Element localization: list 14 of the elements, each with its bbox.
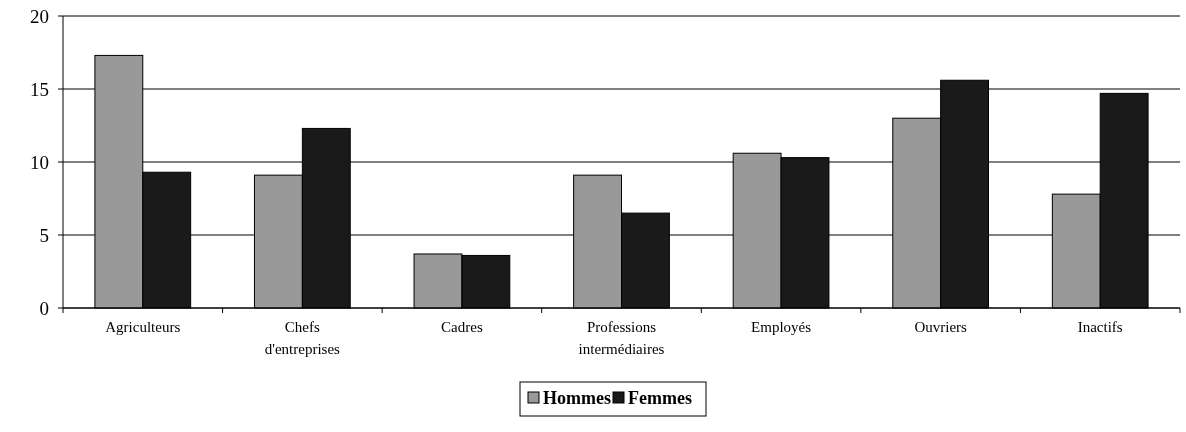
y-tick-label: 20 bbox=[30, 5, 49, 27]
legend-label: Hommes bbox=[543, 388, 611, 409]
y-tick-label: 15 bbox=[30, 78, 49, 100]
legend-label: Femmes bbox=[628, 388, 692, 409]
x-tick-label: Employés bbox=[751, 319, 812, 335]
y-tick-label: 5 bbox=[39, 224, 49, 246]
x-tick-label: Professions intermédiaires bbox=[578, 319, 665, 357]
y-tick-label: 0 bbox=[39, 297, 49, 319]
y-tick-label: 10 bbox=[30, 151, 49, 173]
x-tick-label: Inactifs bbox=[1077, 319, 1123, 335]
x-tick-label: Agriculteurs bbox=[105, 319, 181, 335]
x-tick-label: Ouvriers bbox=[914, 319, 968, 335]
x-tick-label: Cadres bbox=[441, 319, 483, 335]
x-tick-label: Chefs d'entreprises bbox=[264, 319, 341, 357]
